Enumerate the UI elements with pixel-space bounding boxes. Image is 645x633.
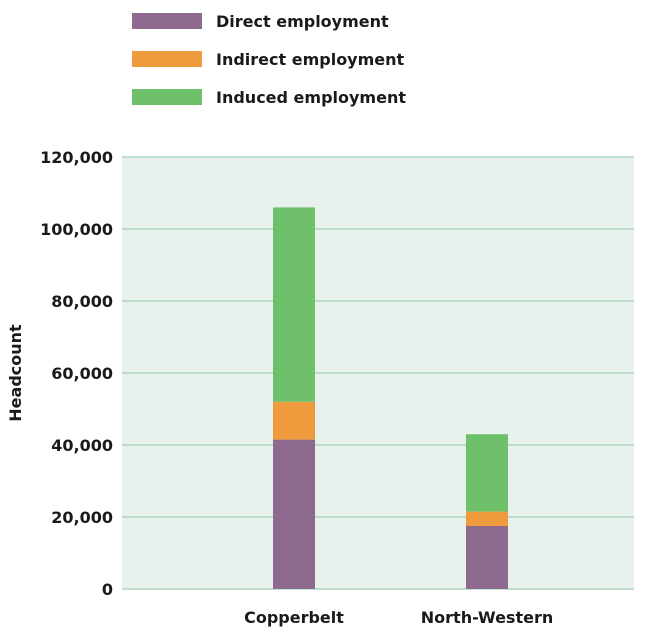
x-category-label: North-Western bbox=[421, 608, 553, 627]
y-tick-label: 100,000 bbox=[40, 220, 113, 239]
y-tick-label: 80,000 bbox=[51, 292, 113, 311]
legend-label-induced: Induced employment bbox=[216, 88, 406, 107]
x-category-label: Copperbelt bbox=[244, 608, 344, 627]
bars bbox=[273, 207, 508, 589]
bar-segment bbox=[273, 401, 315, 440]
y-tick-label: 60,000 bbox=[51, 364, 113, 383]
y-tick-label: 20,000 bbox=[51, 508, 113, 527]
y-tick-label: 120,000 bbox=[40, 148, 113, 167]
gridlines bbox=[122, 156, 634, 590]
y-tick-label: 0 bbox=[102, 580, 113, 599]
legend-swatch-direct bbox=[132, 13, 202, 29]
bar-segment bbox=[466, 511, 508, 526]
legend-swatch-indirect bbox=[132, 51, 202, 67]
bar-segment bbox=[466, 526, 508, 589]
y-axis-ticks: 0 20,000 40,000 60,000 80,000 100,000 120,000 bbox=[40, 148, 113, 599]
y-axis-title: Headcount bbox=[6, 324, 25, 422]
legend-label-indirect: Indirect employment bbox=[216, 50, 405, 69]
legend-swatch-induced bbox=[132, 89, 202, 105]
bar-segment bbox=[273, 439, 315, 589]
legend-label-direct: Direct employment bbox=[216, 12, 389, 31]
bar-segment bbox=[466, 434, 508, 512]
x-axis-labels: Copperbelt North-Western bbox=[244, 608, 553, 627]
legend: Direct employment Indirect employment In… bbox=[132, 12, 406, 107]
y-tick-label: 40,000 bbox=[51, 436, 113, 455]
bar-segment bbox=[273, 207, 315, 402]
